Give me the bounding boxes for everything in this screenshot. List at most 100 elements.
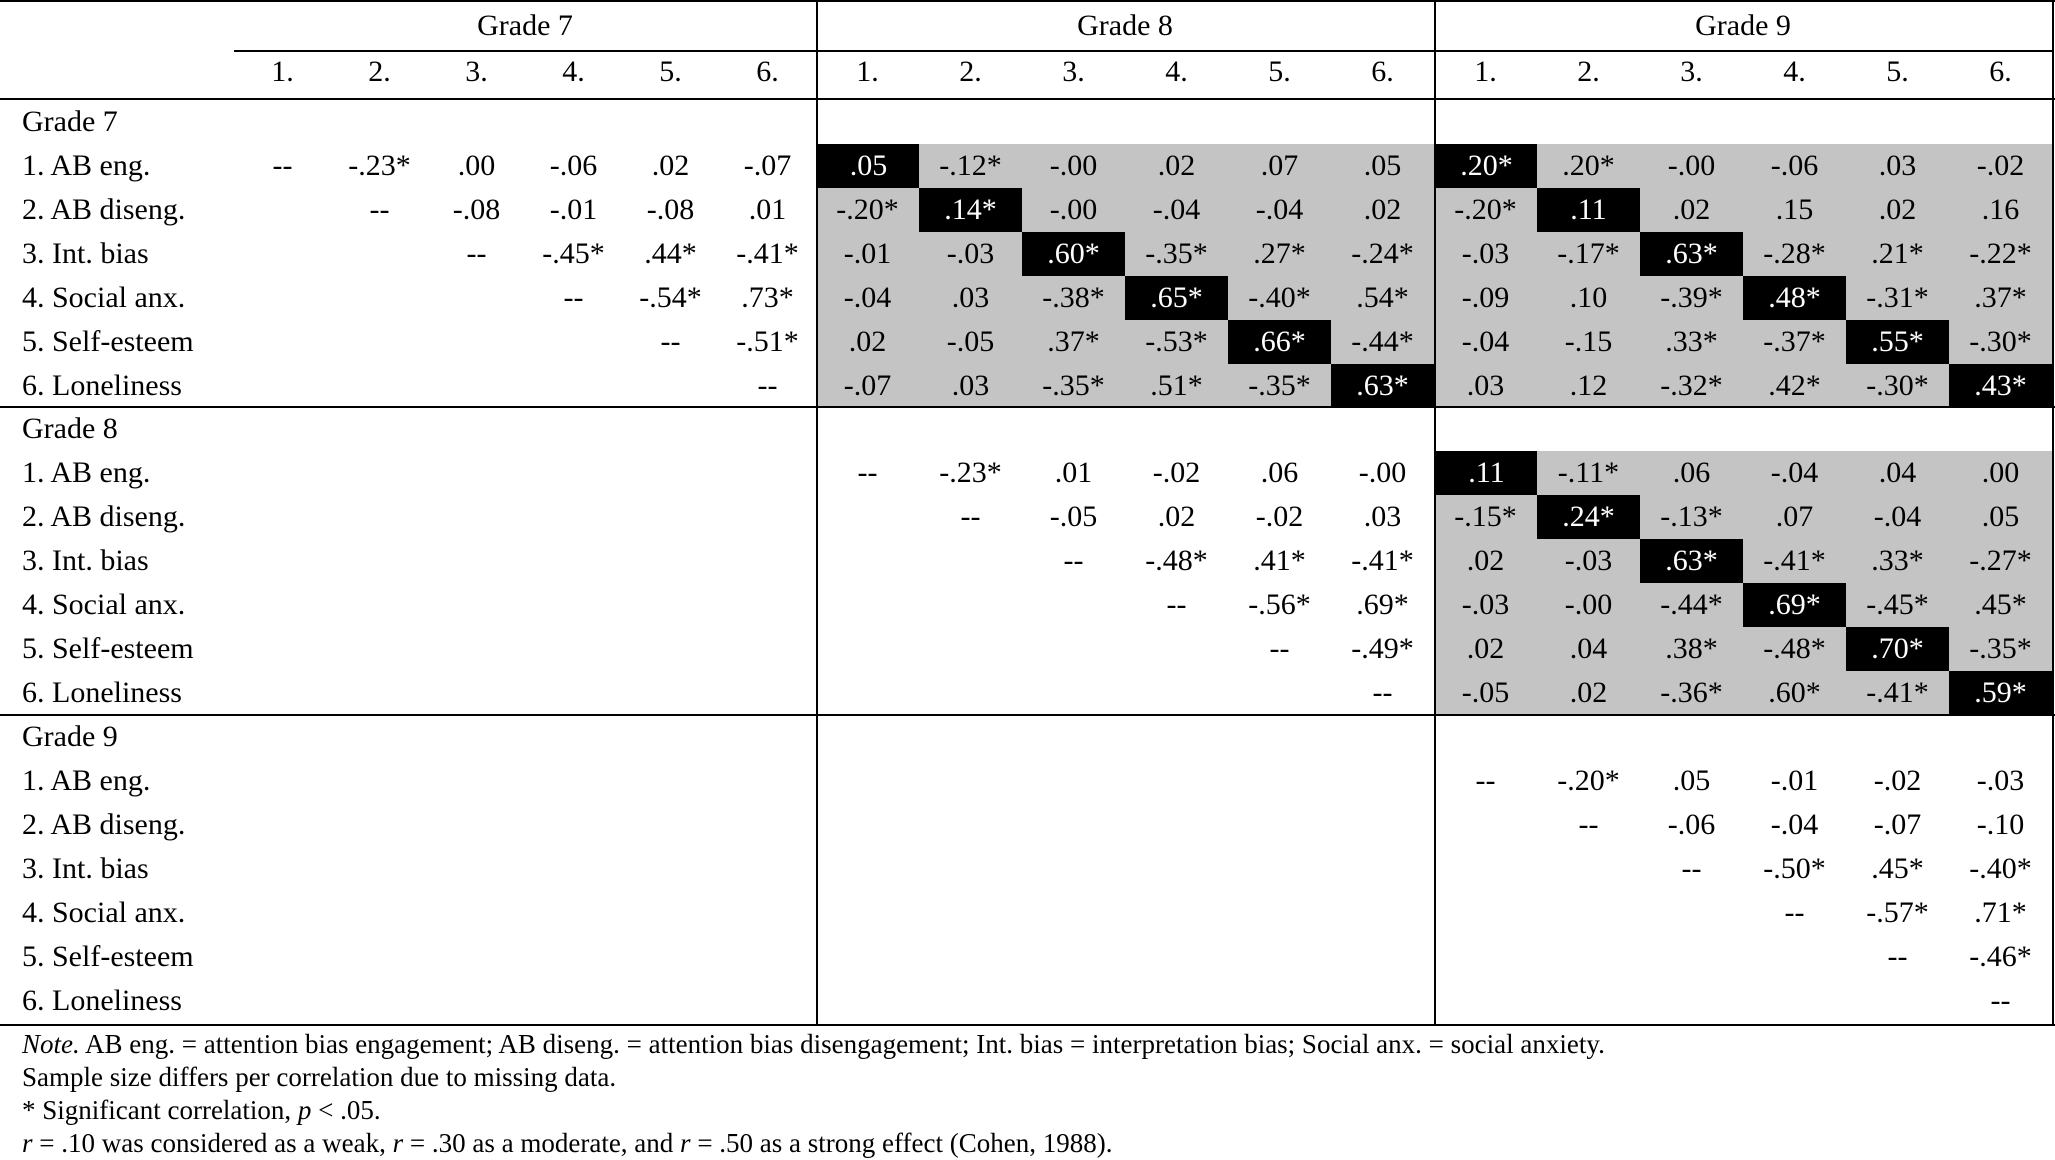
stability-cell: .20* [1436,144,1537,188]
table-rule [0,714,2055,716]
column-number: 1. [856,55,879,88]
correlation-cell [428,627,525,671]
correlation-cell [1640,935,1743,979]
correlation-cell: .05 [1981,500,2020,533]
correlation-cell [1022,627,1125,671]
correlation-cell [816,803,919,847]
correlation-cell [622,583,719,627]
correlation-cell: -.01 [843,237,892,270]
correlation-cell: -.56* [1248,588,1311,621]
correlation-cell: -.02 [1976,149,2025,182]
correlation-cell [919,979,1022,1023]
correlation-table: Grade 7 Grade 8 Grade 9 1. 2. 3. 4. 5. 6. 1. 2. 3. 4… [0,0,2055,1026]
correlation-cell [1125,847,1228,891]
correlation-cell: .05 [1363,149,1402,182]
correlation-cell: -.30* [1969,325,2032,358]
correlation-cell: .37* [1047,325,1100,358]
table-rule [0,0,2055,2]
correlation-cell: .54* [1356,281,1409,314]
correlation-cell: .03 [1363,500,1402,533]
correlation-cell [1743,979,1846,1023]
correlation-cell: -.44* [1351,325,1414,358]
correlation-cell [331,539,428,583]
correlation-cell: .02 [1878,193,1917,226]
correlation-cell [719,671,816,715]
stability-cell: .63* [1640,539,1743,583]
correlation-cell [331,495,428,539]
correlation-cell [622,891,719,935]
correlation-cell: -.41* [1866,676,1929,709]
correlation-cell [234,451,331,495]
correlation-cell [525,451,622,495]
correlation-cell: -.00 [1049,149,1098,182]
correlation-cell: .05 [1672,764,1711,797]
correlation-cell [1022,583,1125,627]
correlation-cell: -.51* [736,325,799,358]
correlation-cell: .02 [848,325,887,358]
note-strong: = .50 as a strong effect (Cohen, 1988). [690,1128,1113,1158]
correlation-cell [1228,891,1331,935]
correlation-cell [428,935,525,979]
correlation-cell: .02 [1157,500,1196,533]
note-abbreviations: Note. AB eng. = attention bias engagemen… [22,1028,2032,1061]
correlation-cell: -.48* [1763,632,1826,665]
correlation-cell [1434,979,1537,1023]
correlation-cell: -.05 [946,325,995,358]
row-label: 2. AB diseng. [22,808,186,841]
correlation-cell: .45* [1974,588,2027,621]
correlation-cell: -.02 [1873,764,1922,797]
correlation-cell [1125,759,1228,803]
correlation-cell [919,891,1022,935]
correlation-cell: -.06 [549,149,598,182]
table-rule [0,406,2055,408]
correlation-cell: -.20* [1557,764,1620,797]
correlation-cell [1537,979,1640,1023]
stability-cell: .66* [1228,320,1331,364]
correlation-cell: .44* [644,237,697,270]
correlation-cell: -.04 [1461,325,1510,358]
correlation-cell: -.37* [1763,325,1826,358]
row-label: 5. Self-esteem [22,325,194,358]
correlation-cell: -.15 [1564,325,1613,358]
column-number: 1. [271,55,294,88]
correlation-cell: -.45* [1866,588,1929,621]
correlation-cell [1640,891,1743,935]
correlation-cell: -.07 [1873,808,1922,841]
note-r-symbol: r [392,1128,404,1158]
correlation-cell: .73* [741,281,794,314]
correlation-cell [919,935,1022,979]
correlation-cell [919,759,1022,803]
correlation-cell: -.27* [1969,544,2032,577]
correlation-cell: -.05 [1049,500,1098,533]
row-label: 3. Int. bias [22,237,149,270]
correlation-cell [816,935,919,979]
correlation-cell: -.04 [1770,456,1819,489]
correlation-cell: -.04 [843,281,892,314]
correlation-cell [234,232,331,276]
column-number: 6. [1989,55,2012,88]
correlation-cell: .69* [1356,588,1409,621]
stability-cell: .63* [1640,232,1743,276]
stability-cell: .63* [1331,364,1434,408]
correlation-cell [816,891,919,935]
correlation-cell [1331,979,1434,1023]
row-label: 2. AB diseng. [22,193,186,226]
correlation-cell: .02 [1569,676,1608,709]
correlation-cell [1022,891,1125,935]
correlation-cell [622,935,719,979]
column-number: 4. [1783,55,1806,88]
note-weak: = .10 was considered as a weak, [32,1128,393,1158]
correlation-cell: .71* [1974,896,2027,929]
correlation-cell [622,759,719,803]
correlation-cell: -.00 [1049,193,1098,226]
correlation-cell [719,583,816,627]
column-divider [2052,0,2054,1026]
correlation-cell [919,847,1022,891]
correlation-cell: -.35* [1248,369,1311,402]
correlation-cell: -.03 [1461,588,1510,621]
correlation-cell: -.41* [1351,544,1414,577]
correlation-cell [428,364,525,408]
correlation-cell [622,451,719,495]
correlation-cell: .20* [1562,149,1615,182]
correlation-cell: -- [1166,588,1187,621]
